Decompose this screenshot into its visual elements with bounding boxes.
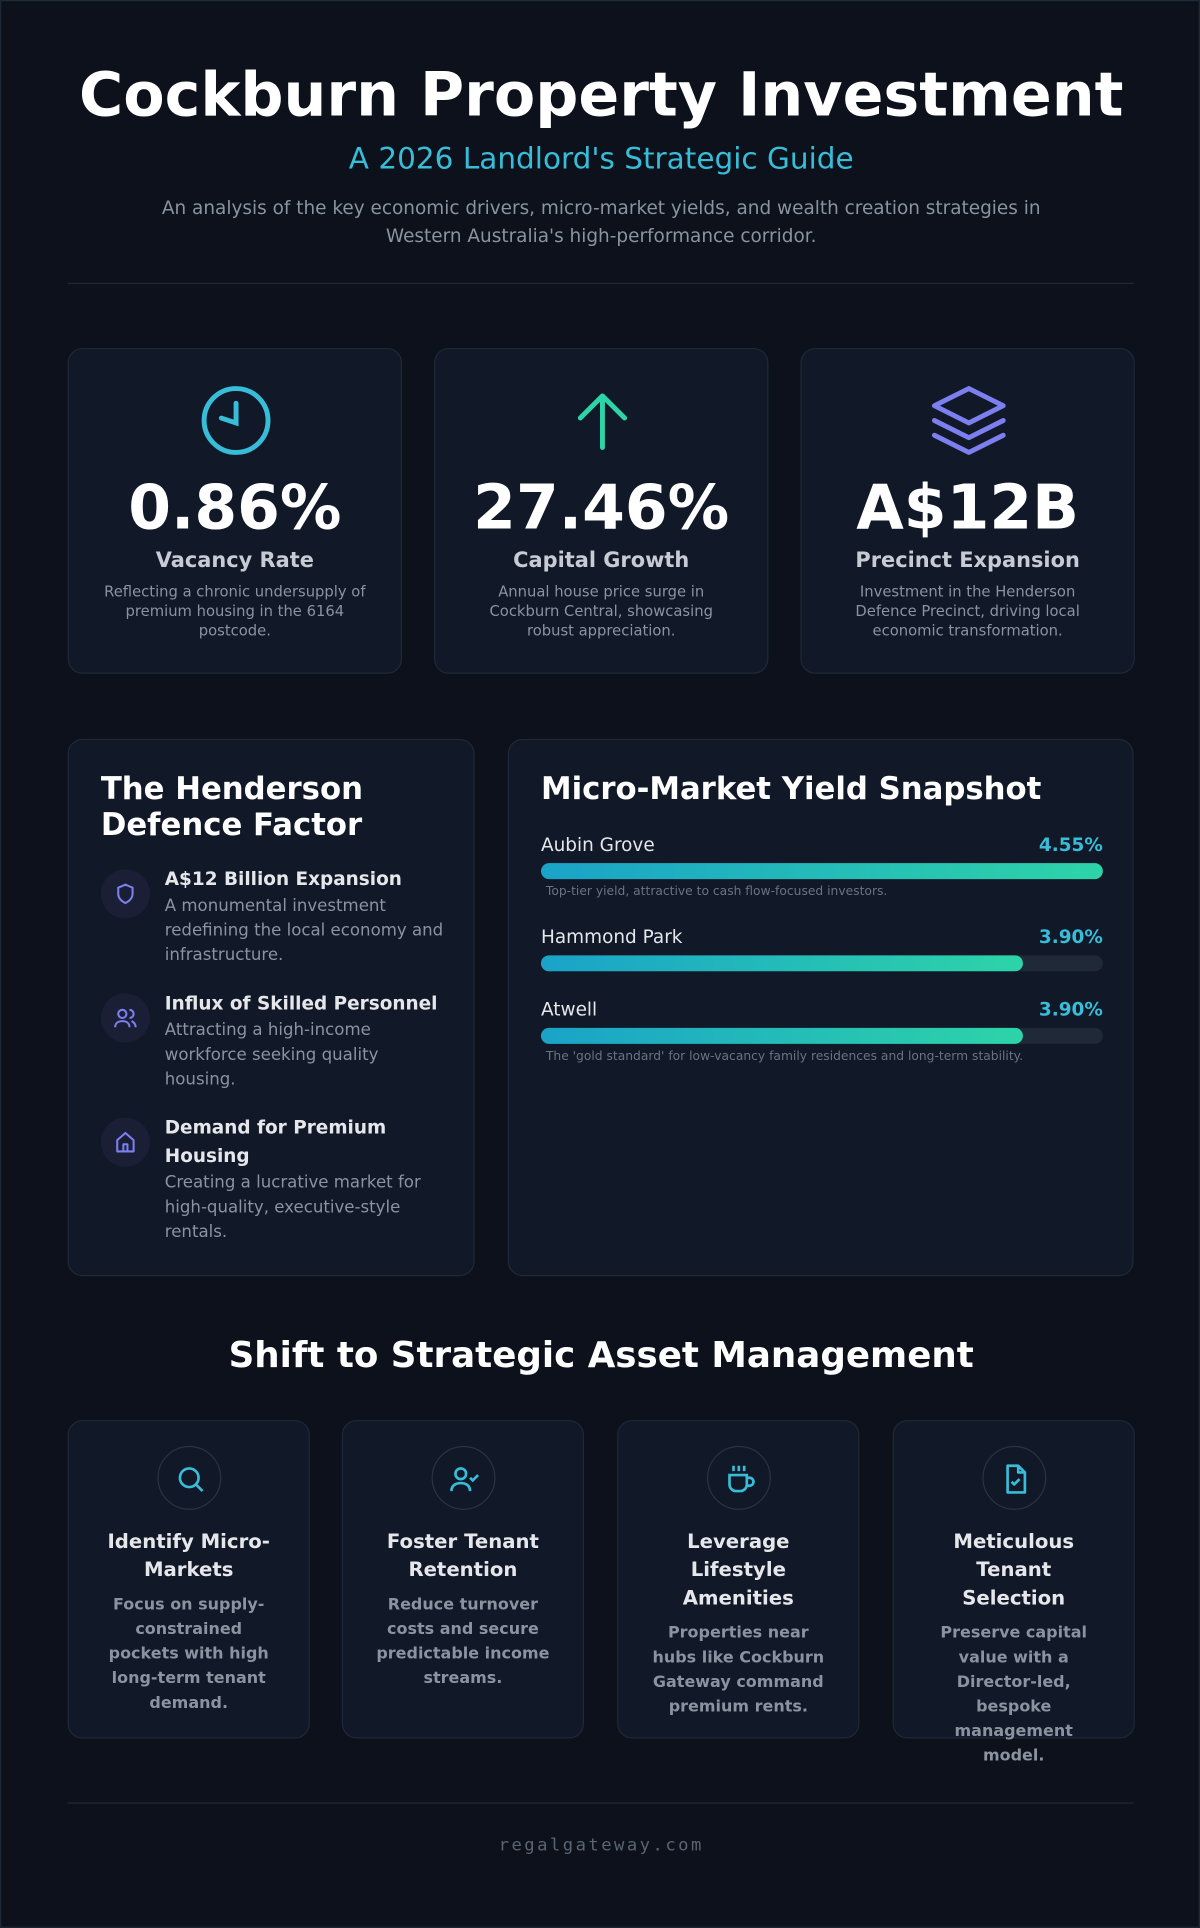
clock-icon: [201, 386, 271, 455]
icon: [706, 1445, 771, 1510]
card-text: Reduce turnover costs and secure predict…: [376, 1595, 550, 1689]
stat-label: Precinct Expansion: [855, 548, 1080, 573]
stat-card: A$12B Precinct Expansion Investment in t…: [800, 347, 1135, 674]
stat-label: Capital Growth: [513, 548, 690, 573]
strategy-card: Identify Micro-Markets Focus on supply-co…: [67, 1420, 310, 1739]
bar: [540, 1027, 1023, 1044]
card-title: Meticulous Tenant Selection: [953, 1529, 1075, 1610]
strategy-card: Foster Tenant Retention Reduce turnover c…: [341, 1420, 585, 1739]
category-label: Aubin Grove: [540, 833, 655, 856]
factor-item: A$12 Billion Expansion A monumental inve…: [100, 866, 445, 968]
factor-item: Demand for Premium Housing Creating a lu…: [100, 1114, 445, 1244]
section-title: Micro-Market Yield Snapshot: [540, 770, 1042, 807]
card-title-block: Meticulous Tenant Selection Preserve capi…: [923, 1527, 1104, 1769]
stat-description: Investment in the Henderson Defence Prec…: [855, 582, 1080, 640]
stat-card: 0.86% Vacancy Rate Reflecting a chronic …: [67, 347, 403, 674]
card-text: Preserve capital value with a Director-l…: [940, 1624, 1088, 1766]
icon: [982, 1445, 1047, 1510]
note: Top-tier yield, attractive to cash flow-…: [545, 885, 888, 899]
bar: [540, 955, 1023, 972]
stat-card: 27.46% Capital Growth Annual house price…: [434, 347, 769, 674]
strategy-card: Meticulous Tenant Selection Preserve capi…: [892, 1420, 1135, 1766]
bar-track: [540, 955, 1103, 972]
card-title: Leverage Lifestyle Amenities: [682, 1529, 794, 1610]
icon: [100, 869, 150, 919]
card-title: Identify Micro-Markets: [107, 1529, 270, 1582]
layers-icon: [931, 386, 1006, 455]
card-text: Focus on supply-constrained pockets with…: [108, 1595, 269, 1713]
factor-item: Influx of Skilled Personnel Attracting a…: [100, 990, 445, 1092]
card-text: Properties near hubs like Cockburn Gatew…: [652, 1624, 825, 1717]
subtitle: A 2026 Landlord's Strategic Guide: [348, 141, 854, 176]
item-title: Influx of Skilled Personnel: [164, 992, 438, 1015]
card-title-block: Leverage Lifestyle Amenities Properties n…: [648, 1527, 829, 1720]
category-label: Atwell: [540, 998, 598, 1021]
stat-value: 0.86%: [128, 472, 342, 544]
title: Cockburn Property Investment: [79, 60, 1124, 131]
stat-value: A$12B: [856, 472, 1080, 544]
icon: [431, 1445, 496, 1510]
icon: [100, 1117, 150, 1167]
bar-track: [540, 863, 1103, 880]
card-title: Foster Tenant Retention: [386, 1529, 539, 1582]
section-title: The Henderson Defence Factor: [100, 770, 363, 843]
henderson-card: The Henderson Defence Factor A$12 Billio…: [67, 738, 475, 1277]
description: An analysis of the key economic drivers,…: [161, 196, 1041, 248]
item-title: Demand for Premium Housing: [164, 1116, 387, 1167]
stat-label: Vacancy Rate: [155, 548, 314, 573]
stat-description: Reflecting a chronic undersupply of prem…: [104, 582, 366, 640]
footer: regalgateway.com: [498, 1835, 704, 1856]
section-title: Shift to Strategic Asset Management: [228, 1334, 974, 1376]
item-title: A$12 Billion Expansion: [164, 868, 402, 891]
bar: [540, 863, 1103, 880]
category-label: Hammond Park: [540, 925, 683, 948]
value-label: 3.90%: [1038, 925, 1103, 948]
item-text: A monumental investment redefining the l…: [164, 896, 444, 966]
stat-value: 27.46%: [473, 472, 730, 544]
strategy-card: Leverage Lifestyle Amenities Properties n…: [617, 1420, 860, 1739]
note: The 'gold standard' for low-vacancy fami…: [545, 1049, 1024, 1064]
icon: [157, 1445, 222, 1510]
divider: [67, 282, 1134, 285]
divider: [67, 1802, 1134, 1804]
card-title-block: Identify Micro-Markets Focus on supply-co…: [98, 1527, 279, 1716]
item-text: Attracting a high-income workforce seeki…: [164, 1020, 379, 1090]
icon: [100, 993, 150, 1043]
bar-track: [540, 1027, 1103, 1044]
arrow-icon: [577, 393, 628, 450]
value-label: 4.55%: [1038, 833, 1103, 856]
item-text: Creating a lucrative market for high-qua…: [164, 1172, 421, 1242]
value-label: 3.90%: [1038, 998, 1103, 1021]
card-title-block: Foster Tenant Retention Reduce turnover c…: [373, 1527, 554, 1692]
yield-card: Micro-Market Yield Snapshot Aubin Grove 4…: [507, 738, 1134, 1277]
stat-description: Annual house price surge in Cockburn Cen…: [489, 582, 713, 640]
